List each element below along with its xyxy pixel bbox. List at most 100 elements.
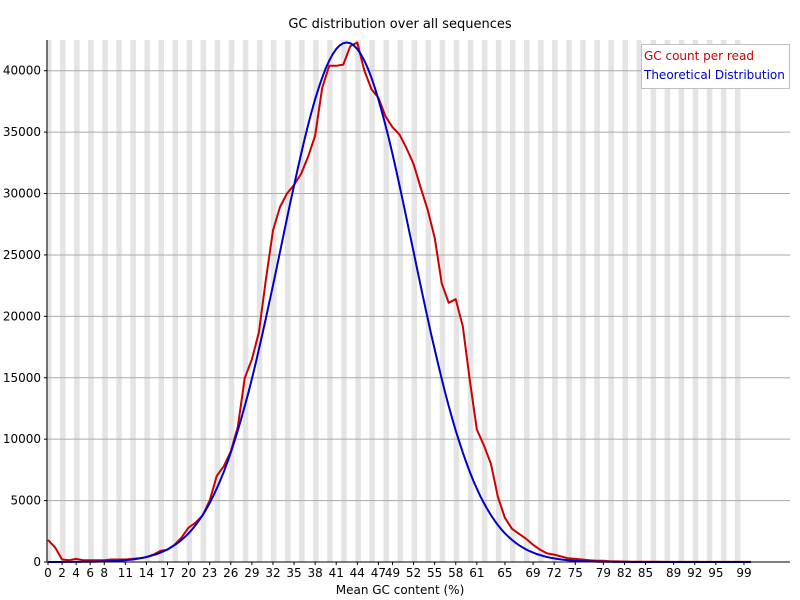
x-tick-label: 61 xyxy=(469,566,484,580)
background-band xyxy=(341,40,347,562)
background-band xyxy=(383,40,389,562)
x-tick-label: 89 xyxy=(666,566,681,580)
background-band xyxy=(130,40,136,562)
y-tick-label: 25000 xyxy=(3,248,41,262)
x-tick-label: 92 xyxy=(687,566,702,580)
background-band xyxy=(144,40,150,562)
x-tick-label: 85 xyxy=(638,566,653,580)
background-band xyxy=(495,40,502,562)
background-band xyxy=(692,40,699,562)
background-band xyxy=(678,40,685,562)
background-bands xyxy=(45,40,741,562)
x-tick-label: 95 xyxy=(708,566,723,580)
x-tick-label: 26 xyxy=(223,566,238,580)
x-tick-label: 14 xyxy=(139,566,154,580)
y-tick-label: 30000 xyxy=(3,187,41,201)
x-tick-label: 0 xyxy=(44,566,52,580)
background-band xyxy=(636,40,643,562)
x-axis-label: Mean GC content (%) xyxy=(335,583,465,597)
horizontal-grid xyxy=(47,70,790,502)
legend-entry-gc-count: GC count per read xyxy=(644,49,754,63)
x-tick-label: 17 xyxy=(160,566,175,580)
background-band xyxy=(397,40,404,562)
x-tick-label: 58 xyxy=(448,566,463,580)
background-band xyxy=(270,40,277,562)
y-tick-label: 5000 xyxy=(10,494,41,508)
x-tick-label: 69 xyxy=(525,566,540,580)
x-tick-label: 38 xyxy=(307,566,322,580)
background-band xyxy=(566,40,572,562)
background-band xyxy=(622,40,628,562)
x-tick-label: 44 xyxy=(350,566,365,580)
background-band xyxy=(720,40,727,562)
background-band xyxy=(285,40,291,562)
x-tick-label: 82 xyxy=(617,566,632,580)
chart-title: GC distribution over all sequences xyxy=(288,17,512,32)
x-tick-label: 47 xyxy=(371,566,386,580)
background-band xyxy=(411,40,418,562)
x-tick-label: 72 xyxy=(547,566,562,580)
background-band xyxy=(481,40,488,562)
background-band xyxy=(369,40,375,562)
background-band xyxy=(425,40,432,562)
y-tick-label: 15000 xyxy=(3,371,41,385)
x-tick-label: 8 xyxy=(100,566,108,580)
x-tick-label: 6 xyxy=(86,566,94,580)
background-band xyxy=(580,40,586,562)
background-band xyxy=(664,40,671,562)
background-band xyxy=(214,40,221,562)
x-tick-label: 35 xyxy=(286,566,301,580)
background-band xyxy=(242,40,249,562)
x-tick-label: 79 xyxy=(596,566,611,580)
background-band xyxy=(60,40,66,562)
background-band xyxy=(509,40,516,562)
background-band xyxy=(299,40,305,562)
legend-entry-theoretical: Theoretical Distribution xyxy=(644,68,785,82)
background-band xyxy=(313,40,319,562)
background-band xyxy=(116,40,122,562)
x-tick-label: 41 xyxy=(329,566,344,580)
background-band xyxy=(158,40,164,562)
background-band xyxy=(186,40,193,562)
x-tick-label: 20 xyxy=(181,566,196,580)
background-band xyxy=(355,40,361,562)
x-tick-label: 4 xyxy=(72,566,80,580)
background-band xyxy=(327,40,333,562)
y-axis-ticks: 0 5000 10000 15000 20000 25000 30000 35000 40000 xyxy=(3,64,47,569)
x-tick-label: 49 xyxy=(385,566,400,580)
x-tick-label: 32 xyxy=(265,566,280,580)
y-tick-label: 0 xyxy=(33,555,41,569)
y-tick-label: 40000 xyxy=(3,64,41,78)
background-band xyxy=(552,40,558,562)
x-tick-label: 52 xyxy=(406,566,421,580)
y-tick-label: 35000 xyxy=(3,125,41,139)
background-band xyxy=(538,40,544,562)
x-tick-label: 75 xyxy=(568,566,583,580)
background-band xyxy=(608,40,614,562)
background-band xyxy=(88,40,94,562)
x-tick-label: 11 xyxy=(118,566,133,580)
background-band xyxy=(650,40,657,562)
background-band xyxy=(256,40,263,562)
background-band xyxy=(734,40,741,562)
y-tick-label: 10000 xyxy=(3,432,41,446)
x-tick-label: 65 xyxy=(497,566,512,580)
background-band xyxy=(467,40,474,562)
y-tick-label: 20000 xyxy=(3,309,41,323)
background-band xyxy=(228,40,235,562)
x-tick-label: 29 xyxy=(244,566,259,580)
x-tick-label: 2 xyxy=(58,566,66,580)
x-tick-label: 23 xyxy=(202,566,217,580)
background-band xyxy=(74,40,80,562)
background-band xyxy=(200,40,207,562)
legend: GC count per read Theoretical Distributi… xyxy=(641,44,790,89)
x-tick-label: 99 xyxy=(736,566,751,580)
background-band xyxy=(706,40,713,562)
background-band xyxy=(524,40,530,562)
background-band xyxy=(45,40,52,562)
background-band xyxy=(594,40,600,562)
x-tick-label: 55 xyxy=(427,566,442,580)
background-band xyxy=(172,40,179,562)
